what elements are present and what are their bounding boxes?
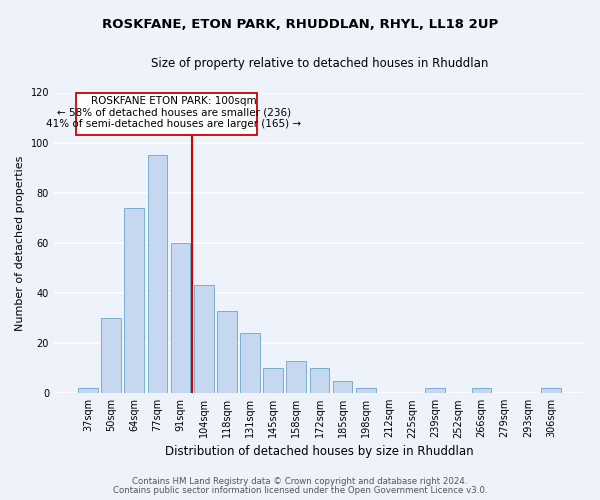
Y-axis label: Number of detached properties: Number of detached properties bbox=[15, 155, 25, 330]
Bar bbox=[194, 286, 214, 393]
Text: ROSKFANE ETON PARK: 100sqm: ROSKFANE ETON PARK: 100sqm bbox=[91, 96, 256, 106]
Bar bbox=[541, 388, 561, 393]
Text: 41% of semi-detached houses are larger (165) →: 41% of semi-detached houses are larger (… bbox=[46, 119, 301, 129]
Bar bbox=[170, 243, 190, 393]
Text: Contains HM Land Registry data © Crown copyright and database right 2024.: Contains HM Land Registry data © Crown c… bbox=[132, 477, 468, 486]
Bar bbox=[101, 318, 121, 393]
Title: Size of property relative to detached houses in Rhuddlan: Size of property relative to detached ho… bbox=[151, 58, 488, 70]
Bar bbox=[240, 333, 260, 393]
Bar bbox=[78, 388, 98, 393]
Text: ROSKFANE, ETON PARK, RHUDDLAN, RHYL, LL18 2UP: ROSKFANE, ETON PARK, RHUDDLAN, RHYL, LL1… bbox=[102, 18, 498, 30]
Bar bbox=[263, 368, 283, 393]
Bar bbox=[148, 155, 167, 393]
Bar bbox=[356, 388, 376, 393]
Bar bbox=[472, 388, 491, 393]
Bar bbox=[425, 388, 445, 393]
Bar bbox=[217, 310, 236, 393]
Text: ← 58% of detached houses are smaller (236): ← 58% of detached houses are smaller (23… bbox=[56, 107, 290, 117]
Text: Contains public sector information licensed under the Open Government Licence v3: Contains public sector information licen… bbox=[113, 486, 487, 495]
FancyBboxPatch shape bbox=[76, 92, 257, 135]
Bar bbox=[124, 208, 144, 393]
Bar bbox=[333, 380, 352, 393]
X-axis label: Distribution of detached houses by size in Rhuddlan: Distribution of detached houses by size … bbox=[165, 444, 474, 458]
Bar bbox=[286, 360, 306, 393]
Bar bbox=[310, 368, 329, 393]
